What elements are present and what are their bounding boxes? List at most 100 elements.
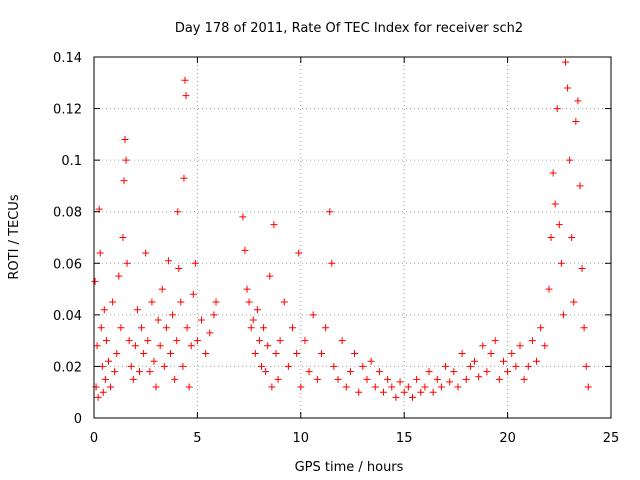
data-point: [574, 97, 582, 105]
data-point: [408, 393, 416, 401]
data-point: [471, 357, 479, 365]
data-point: [342, 383, 350, 391]
x-tick-label: 5: [193, 431, 201, 446]
data-point: [189, 290, 197, 298]
data-point: [293, 350, 301, 358]
data-point: [268, 383, 276, 391]
data-point: [91, 277, 99, 285]
data-point: [359, 362, 367, 370]
data-point: [117, 324, 125, 332]
data-point: [148, 298, 156, 306]
data-point: [258, 362, 266, 370]
data-point: [322, 324, 330, 332]
data-point: [262, 368, 270, 376]
data-point: [154, 316, 162, 324]
data-point: [584, 383, 592, 391]
data-point: [528, 337, 536, 345]
data-point: [524, 362, 532, 370]
data-point: [384, 375, 392, 383]
data-point: [551, 200, 559, 208]
data-point: [177, 298, 185, 306]
data-point: [297, 383, 305, 391]
data-point: [301, 337, 309, 345]
data-point: [104, 357, 112, 365]
data-point: [495, 375, 503, 383]
data-point: [392, 393, 400, 401]
data-point: [487, 350, 495, 358]
data-point: [115, 272, 123, 280]
data-point: [553, 105, 561, 113]
data-point: [491, 337, 499, 345]
data-point: [249, 316, 257, 324]
data-point: [206, 329, 214, 337]
data-point: [174, 208, 182, 216]
data-point: [437, 383, 445, 391]
data-point: [446, 378, 454, 386]
data-point: [127, 362, 135, 370]
data-point: [180, 174, 188, 182]
data-point: [120, 177, 128, 185]
x-tick-label: 20: [499, 431, 516, 446]
data-point: [191, 259, 199, 267]
data-point: [479, 342, 487, 350]
data-point: [499, 357, 507, 365]
data-point: [557, 259, 565, 267]
data-point: [94, 393, 102, 401]
data-point: [547, 234, 555, 241]
data-point: [253, 306, 261, 314]
data-point: [119, 234, 127, 241]
data-point: [421, 383, 429, 391]
data-point: [272, 350, 280, 358]
data-point: [142, 249, 150, 257]
data-point: [152, 383, 160, 391]
data-point: [541, 342, 549, 350]
data-point: [122, 156, 130, 164]
data-point: [100, 306, 108, 314]
data-point: [140, 350, 148, 358]
data-point: [520, 375, 528, 383]
data-point: [239, 213, 247, 221]
data-point: [458, 350, 466, 358]
y-axis-label: ROTI / TECUs: [7, 194, 22, 279]
y-tick-label: 0.06: [53, 257, 82, 272]
data-point: [355, 388, 363, 396]
data-point: [576, 182, 584, 190]
data-point: [328, 259, 336, 267]
data-point: [475, 373, 483, 381]
data-point: [182, 92, 190, 100]
x-tick-label: 0: [90, 431, 98, 446]
data-point: [289, 324, 297, 332]
data-point: [533, 357, 541, 365]
data-point: [102, 337, 110, 345]
data-point: [138, 324, 146, 332]
data-point: [125, 337, 133, 345]
data-point: [578, 264, 586, 272]
data-point: [133, 306, 141, 314]
data-point: [183, 324, 191, 332]
data-point: [351, 350, 359, 358]
data-point: [109, 298, 117, 306]
data-point: [169, 311, 177, 319]
data-point: [582, 362, 590, 370]
data-point: [144, 337, 152, 345]
data-point: [264, 342, 272, 350]
data-point: [193, 337, 201, 345]
data-point: [564, 84, 572, 92]
data-point: [568, 234, 576, 241]
data-point: [295, 249, 303, 257]
data-point: [158, 285, 166, 293]
data-point: [425, 368, 433, 376]
data-point: [512, 362, 520, 370]
data-point: [241, 246, 249, 254]
y-tick-label: 0: [74, 412, 82, 427]
data-point: [346, 368, 354, 376]
data-point: [566, 156, 574, 164]
data-point: [504, 368, 512, 376]
data-point: [284, 362, 292, 370]
data-point: [202, 350, 210, 358]
data-point: [185, 383, 193, 391]
data-point: [466, 362, 474, 370]
data-point: [129, 375, 137, 383]
data-point: [371, 383, 379, 391]
data-point: [150, 357, 158, 365]
